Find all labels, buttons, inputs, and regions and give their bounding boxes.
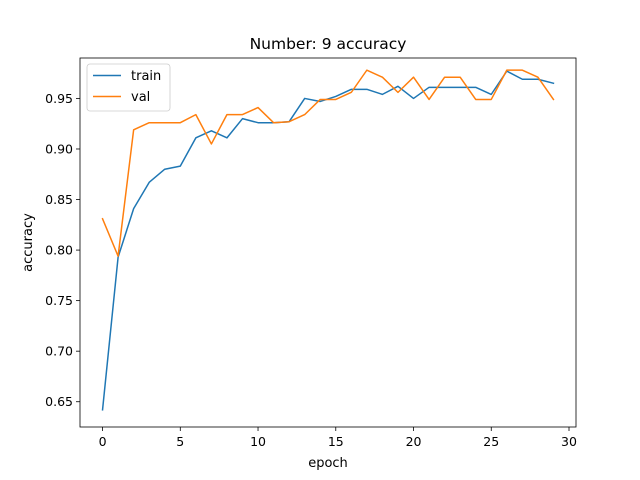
y-axis-ticks: 0.65 0.70 0.75 0.80 0.85 0.90 0.95	[45, 91, 80, 409]
y-tick-label: 0.75	[45, 293, 73, 308]
x-tick-label: 0	[99, 434, 107, 449]
y-tick-label: 0.95	[45, 91, 73, 106]
legend: train val	[86, 63, 171, 112]
legend-label-val: val	[131, 90, 150, 105]
series-line-val	[101, 69, 555, 257]
x-tick-label: 10	[250, 434, 266, 449]
chart-title: Number: 9 accuracy	[250, 35, 407, 53]
x-axis-label: epoch	[308, 456, 348, 471]
series-lines	[101, 69, 555, 411]
y-tick-label: 0.65	[45, 394, 73, 409]
y-tick-label: 0.70	[45, 344, 73, 359]
x-tick-label: 20	[406, 434, 422, 449]
x-tick-label: 5	[176, 434, 184, 449]
x-tick-label: 30	[561, 434, 577, 449]
y-tick-label: 0.85	[45, 192, 73, 207]
y-tick-label: 0.90	[45, 141, 73, 156]
legend-label-train: train	[131, 69, 161, 84]
x-axis-ticks: 0 5 10 15 20 25 30	[99, 427, 577, 449]
x-tick-label: 25	[483, 434, 499, 449]
y-tick-label: 0.80	[45, 243, 73, 258]
plot-frame	[79, 57, 577, 428]
series-line-train	[101, 70, 555, 411]
y-axis-label: accuracy	[21, 213, 36, 272]
x-tick-label: 15	[328, 434, 344, 449]
